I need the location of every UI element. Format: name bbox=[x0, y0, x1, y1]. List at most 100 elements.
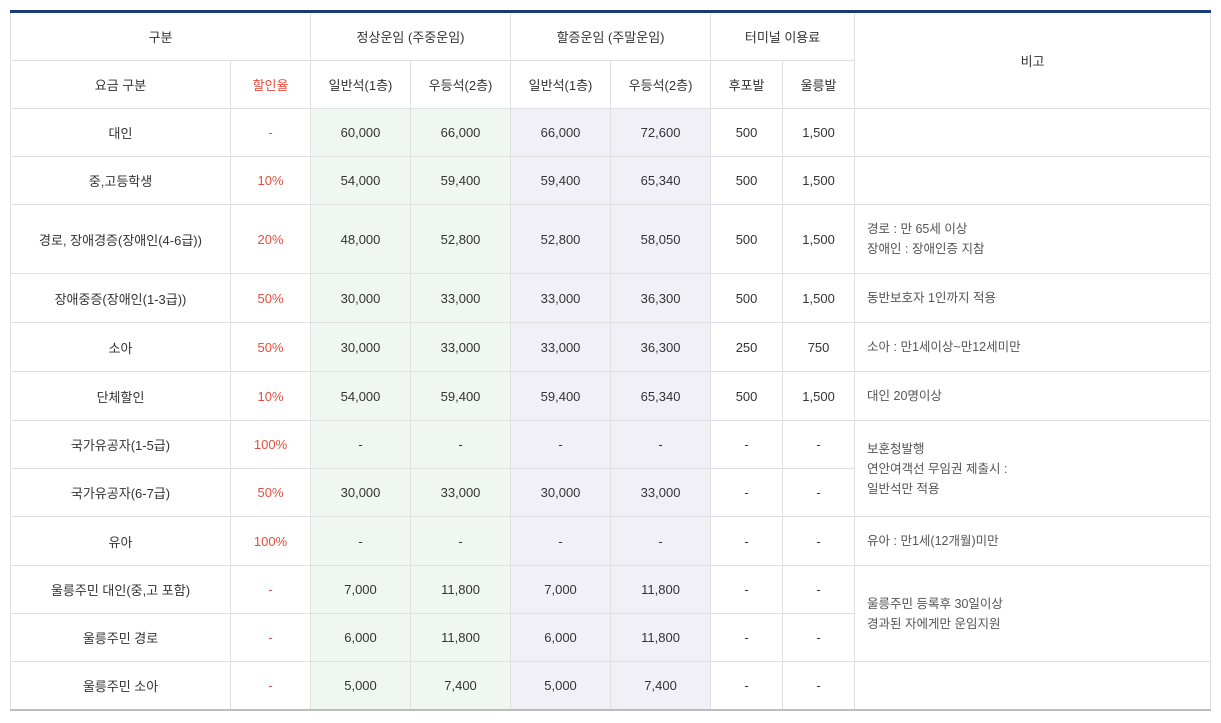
table-header: 구분 정상운임 (주중운임) 할증운임 (주말운임) 터미널 이용료 비고 요금… bbox=[11, 12, 1211, 109]
cell-normal-prem: 33,000 bbox=[411, 274, 511, 323]
cell-ulleung: - bbox=[783, 421, 855, 469]
cell-hupo: - bbox=[711, 662, 783, 711]
cell-normal-prem: 11,800 bbox=[411, 614, 511, 662]
cell-discount: 100% bbox=[231, 421, 311, 469]
cell-discount: - bbox=[231, 614, 311, 662]
header-surcharge-premium: 우등석(2층) bbox=[611, 61, 711, 109]
cell-discount: - bbox=[231, 566, 311, 614]
cell-normal-std: 7,000 bbox=[311, 566, 411, 614]
cell-category: 장애중증(장애인(1-3급)) bbox=[11, 274, 231, 323]
cell-normal-prem: 52,800 bbox=[411, 205, 511, 274]
cell-normal-std: 6,000 bbox=[311, 614, 411, 662]
cell-category: 울릉주민 소아 bbox=[11, 662, 231, 711]
cell-discount: - bbox=[231, 662, 311, 711]
header-discount-rate: 할인율 bbox=[231, 61, 311, 109]
cell-ulleung: 1,500 bbox=[783, 157, 855, 205]
cell-normal-prem: 11,800 bbox=[411, 566, 511, 614]
cell-normal-std: - bbox=[311, 517, 411, 566]
header-surcharge-fare-group: 할증운임 (주말운임) bbox=[511, 12, 711, 61]
header-from-hupo: 후포발 bbox=[711, 61, 783, 109]
cell-sur-prem: 65,340 bbox=[611, 157, 711, 205]
header-note: 비고 bbox=[855, 12, 1211, 109]
cell-normal-std: 60,000 bbox=[311, 109, 411, 157]
header-fare-category: 요금 구분 bbox=[11, 61, 231, 109]
cell-ulleung: - bbox=[783, 614, 855, 662]
table-row: 경로, 장애경증(장애인(4-6급))20%48,00052,80052,800… bbox=[11, 205, 1211, 274]
cell-note: 동반보호자 1인까지 적용 bbox=[855, 274, 1211, 323]
cell-category: 대인 bbox=[11, 109, 231, 157]
cell-normal-prem: 66,000 bbox=[411, 109, 511, 157]
cell-sur-prem: 7,400 bbox=[611, 662, 711, 711]
cell-normal-prem: 33,000 bbox=[411, 323, 511, 372]
header-category-group: 구분 bbox=[11, 12, 311, 61]
cell-sur-std: 30,000 bbox=[511, 469, 611, 517]
cell-hupo: 500 bbox=[711, 372, 783, 421]
cell-note: 유아 : 만1세(12개월)미만 bbox=[855, 517, 1211, 566]
table-row: 국가유공자(1-5급)100%------보훈청발행 연안여객선 무임권 제출시… bbox=[11, 421, 1211, 469]
cell-hupo: 250 bbox=[711, 323, 783, 372]
cell-sur-prem: 65,340 bbox=[611, 372, 711, 421]
cell-category: 울릉주민 대인(중,고 포함) bbox=[11, 566, 231, 614]
table-row: 소아50%30,00033,00033,00036,300250750소아 : … bbox=[11, 323, 1211, 372]
cell-hupo: - bbox=[711, 469, 783, 517]
table-body: 대인-60,00066,00066,00072,6005001,500중,고등학… bbox=[11, 109, 1211, 711]
table-row: 장애중증(장애인(1-3급))50%30,00033,00033,00036,3… bbox=[11, 274, 1211, 323]
cell-category: 국가유공자(6-7급) bbox=[11, 469, 231, 517]
cell-hupo: - bbox=[711, 517, 783, 566]
cell-hupo: - bbox=[711, 614, 783, 662]
cell-hupo: 500 bbox=[711, 157, 783, 205]
cell-sur-prem: 33,000 bbox=[611, 469, 711, 517]
cell-sur-prem: 36,300 bbox=[611, 323, 711, 372]
cell-sur-prem: - bbox=[611, 517, 711, 566]
header-normal-standard: 일반석(1층) bbox=[311, 61, 411, 109]
cell-normal-std: - bbox=[311, 421, 411, 469]
header-surcharge-standard: 일반석(1층) bbox=[511, 61, 611, 109]
cell-ulleung: - bbox=[783, 469, 855, 517]
cell-ulleung: - bbox=[783, 566, 855, 614]
cell-category: 중,고등학생 bbox=[11, 157, 231, 205]
table-row: 울릉주민 대인(중,고 포함)-7,00011,8007,00011,800--… bbox=[11, 566, 1211, 614]
header-from-ulleung: 울릉발 bbox=[783, 61, 855, 109]
cell-note bbox=[855, 109, 1211, 157]
cell-normal-prem: - bbox=[411, 517, 511, 566]
cell-ulleung: - bbox=[783, 662, 855, 711]
cell-ulleung: 1,500 bbox=[783, 274, 855, 323]
cell-sur-prem: 11,800 bbox=[611, 566, 711, 614]
cell-note: 소아 : 만1세이상~만12세미만 bbox=[855, 323, 1211, 372]
cell-discount: 20% bbox=[231, 205, 311, 274]
cell-hupo: - bbox=[711, 421, 783, 469]
cell-normal-prem: 7,400 bbox=[411, 662, 511, 711]
cell-sur-std: 5,000 bbox=[511, 662, 611, 711]
header-terminal-fee-group: 터미널 이용료 bbox=[711, 12, 855, 61]
cell-ulleung: 750 bbox=[783, 323, 855, 372]
cell-sur-std: 6,000 bbox=[511, 614, 611, 662]
table-row: 대인-60,00066,00066,00072,6005001,500 bbox=[11, 109, 1211, 157]
cell-sur-prem: 72,600 bbox=[611, 109, 711, 157]
cell-note: 울릉주민 등록후 30일이상 경과된 자에게만 운임지원 bbox=[855, 566, 1211, 662]
cell-note bbox=[855, 662, 1211, 711]
table-row: 울릉주민 소아-5,0007,4005,0007,400-- bbox=[11, 662, 1211, 711]
cell-note bbox=[855, 157, 1211, 205]
cell-normal-std: 5,000 bbox=[311, 662, 411, 711]
cell-discount: - bbox=[231, 109, 311, 157]
cell-sur-std: 59,400 bbox=[511, 157, 611, 205]
cell-normal-std: 54,000 bbox=[311, 157, 411, 205]
fare-table: 구분 정상운임 (주중운임) 할증운임 (주말운임) 터미널 이용료 비고 요금… bbox=[10, 10, 1211, 711]
cell-normal-prem: 59,400 bbox=[411, 372, 511, 421]
cell-discount: 10% bbox=[231, 372, 311, 421]
table-row: 중,고등학생10%54,00059,40059,40065,3405001,50… bbox=[11, 157, 1211, 205]
cell-sur-std: - bbox=[511, 421, 611, 469]
cell-normal-std: 54,000 bbox=[311, 372, 411, 421]
header-normal-fare-group: 정상운임 (주중운임) bbox=[311, 12, 511, 61]
cell-category: 소아 bbox=[11, 323, 231, 372]
cell-sur-std: - bbox=[511, 517, 611, 566]
cell-hupo: 500 bbox=[711, 205, 783, 274]
cell-ulleung: 1,500 bbox=[783, 109, 855, 157]
cell-discount: 50% bbox=[231, 274, 311, 323]
cell-sur-prem: 36,300 bbox=[611, 274, 711, 323]
cell-discount: 50% bbox=[231, 323, 311, 372]
header-normal-premium: 우등석(2층) bbox=[411, 61, 511, 109]
cell-sur-std: 52,800 bbox=[511, 205, 611, 274]
table-row: 유아100%------유아 : 만1세(12개월)미만 bbox=[11, 517, 1211, 566]
cell-note: 대인 20명이상 bbox=[855, 372, 1211, 421]
